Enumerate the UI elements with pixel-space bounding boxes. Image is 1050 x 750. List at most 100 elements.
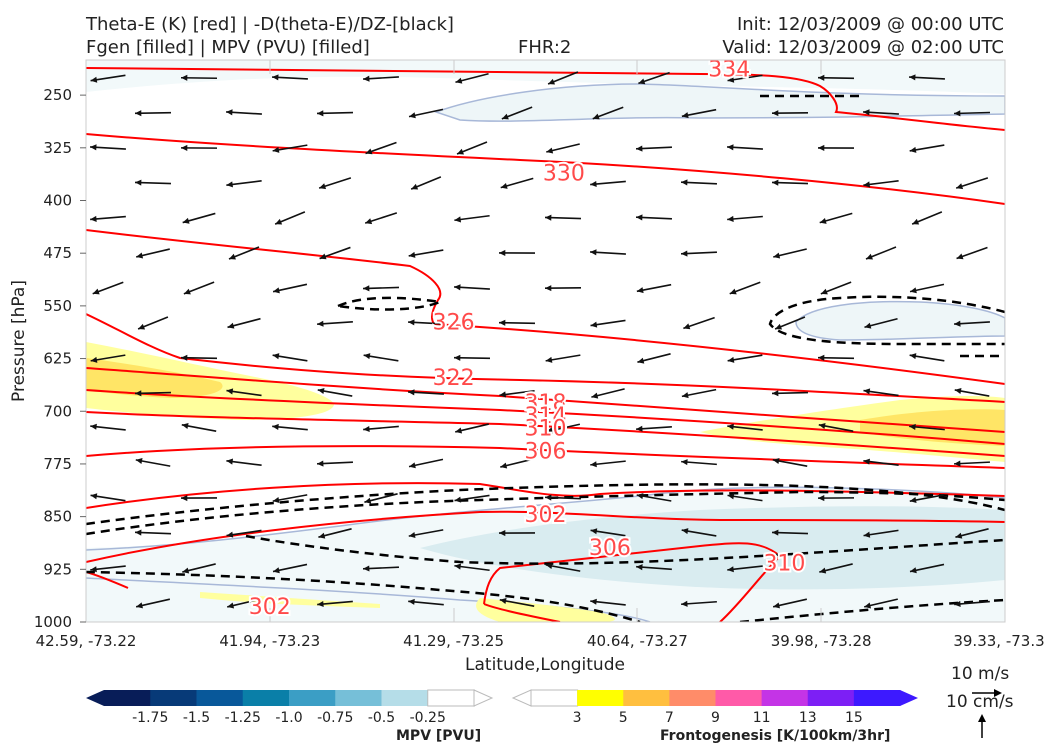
- wind-vector-head: [317, 600, 324, 608]
- wind-vector-head: [411, 183, 419, 190]
- wind-vector-head: [545, 285, 552, 292]
- fgen-colorbar-cell: [669, 690, 716, 706]
- wind-vector-head: [90, 215, 97, 222]
- wind-vector-head: [864, 322, 872, 329]
- wind-vector-head: [499, 391, 507, 398]
- fgen-colorbar-cell: [807, 690, 855, 706]
- wind-vector-head: [500, 182, 508, 189]
- wind-vector-head: [272, 74, 279, 81]
- y-tick-label: 700: [43, 402, 72, 420]
- wind-vector-head: [499, 249, 506, 257]
- wind-vector-head: [365, 148, 373, 155]
- wind-vector-head: [226, 109, 233, 116]
- dthetae-dz-bottom: [739, 598, 1005, 622]
- wind-vector-head: [455, 427, 463, 434]
- wind-vector-head: [772, 110, 779, 117]
- forecast-hour: FHR:2: [518, 37, 572, 58]
- y-tick-label: 400: [43, 192, 72, 210]
- mpv-colorbar-tick-label: -1.75: [132, 710, 168, 726]
- wind-vector-head: [365, 218, 373, 225]
- wind-vector-head: [90, 356, 98, 363]
- y-tick-label: 250: [43, 86, 72, 104]
- mpv-colorbar-ticks: -1.75 -1.5 -1.25 -1.0 -0.75 -0.5 -0.25: [132, 710, 446, 726]
- dthetae-dz-mid-1: [86, 490, 1005, 536]
- wind-vector-head: [590, 180, 597, 188]
- wind-vector-head: [727, 493, 735, 500]
- wind-vector-head: [363, 285, 370, 292]
- wind-vector-head: [227, 322, 235, 329]
- wind-vector-head: [636, 287, 644, 294]
- wind-vector-head: [408, 389, 415, 396]
- wind-vector-head: [408, 319, 415, 326]
- wind-vector-head: [319, 183, 327, 190]
- wind-vector-head: [455, 77, 463, 84]
- x-tick-label: 40.64, -73.27: [587, 632, 688, 650]
- top-reference-ticks: [269, 60, 822, 622]
- wind-vector-head: [681, 250, 688, 257]
- wind-vector-head: [272, 497, 280, 504]
- fgen-colorbar-tick-label: 7: [665, 710, 674, 726]
- x-axis-ticks: 42.59, -73.22 41.94, -73.23 41.29, -73.25 4…: [36, 632, 1045, 650]
- x-tick-label: 41.94, -73.23: [219, 632, 320, 650]
- mpv-colorbar-cell: [335, 690, 382, 706]
- wind-vector-head: [90, 493, 98, 500]
- wind-vector-head: [272, 146, 280, 153]
- wind-vector-head: [954, 388, 962, 395]
- x-tick-label: 39.98, -73.28: [771, 632, 872, 650]
- wind-vector-head: [364, 497, 372, 504]
- wind-vector-head: [820, 288, 828, 295]
- wind-vector-head: [226, 388, 234, 395]
- wind-vector-head: [909, 423, 916, 430]
- mpv-colorbar-cell: [381, 690, 429, 706]
- wind-vector-head: [545, 356, 553, 363]
- fgen-colorbar-tick-label: 13: [799, 710, 817, 726]
- wind-vector-head: [863, 181, 871, 188]
- mpv-colorbar-tick-label: -0.5: [368, 710, 395, 726]
- theta-e-contour-label: 302: [525, 503, 567, 528]
- wind-vector-head: [681, 179, 688, 186]
- mpv-colorbar-extend-right: [473, 689, 494, 707]
- theta-e-contour-label: 322: [433, 366, 475, 391]
- wind-vector-head: [729, 288, 737, 295]
- wind-vector-head: [775, 323, 783, 330]
- vector-key-horizontal-label: 10 m/s: [951, 664, 1010, 684]
- wind-vector-head: [727, 566, 734, 573]
- wind-vector-head: [138, 323, 146, 330]
- dthetae-dz-lower-1: [245, 534, 1005, 565]
- y-tick-label: 550: [43, 297, 72, 315]
- wind-vector-head: [545, 214, 552, 221]
- wind-vector-head: [182, 567, 190, 574]
- mpv-colorbar-extend-left: [86, 690, 104, 706]
- wind-vector-head: [409, 462, 416, 469]
- fgen-fill-bottom: [200, 592, 380, 608]
- theta-e-contour-label: 314: [525, 404, 567, 429]
- mpv-colorbar-cell: [289, 690, 336, 706]
- y-axis-label: Pressure [hPa]: [9, 280, 29, 402]
- y-tick-label: 1000: [34, 613, 72, 631]
- wind-vector-head: [863, 388, 871, 395]
- fgen-colorbar-tick-label: 15: [845, 710, 863, 726]
- wind-vector-head: [317, 320, 324, 327]
- wind-vector-head: [954, 600, 961, 607]
- mpv-colorbar-tick-label: -1.25: [225, 710, 261, 726]
- mpv-fill-upper-blob: [433, 83, 1005, 122]
- wind-vector-head: [636, 214, 643, 221]
- fgen-fill-bottom-mid: [476, 598, 615, 622]
- wind-vector-head: [135, 179, 142, 186]
- wind-vector-head: [955, 532, 963, 539]
- wind-vector-head: [863, 109, 870, 116]
- fgen-colorbar-tick-label: 9: [711, 710, 720, 726]
- mpv-colorbar-tick-label: -1.5: [183, 710, 210, 726]
- wind-vector-head: [592, 113, 600, 120]
- wind-vector-head: [499, 529, 506, 537]
- wind-vector-head: [773, 252, 781, 259]
- x-axis-label: Latitude,Longitude: [465, 655, 625, 675]
- wind-vector-head: [182, 217, 190, 224]
- wind-vector-head: [501, 113, 509, 120]
- fgen-colorbar-cell: [853, 690, 901, 706]
- wind-vector-head: [499, 597, 507, 604]
- mpv-colorbar-tick-label: -0.25: [410, 710, 446, 726]
- wind-vector-head: [546, 427, 553, 434]
- mpv-colorbar-cells: [104, 689, 475, 707]
